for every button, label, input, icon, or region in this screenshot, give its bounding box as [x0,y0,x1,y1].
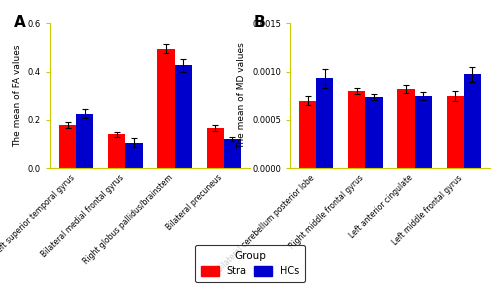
Bar [108,134,126,168]
Bar [464,75,481,168]
Bar [398,89,414,168]
Bar [224,139,241,168]
Legend: Stra, HCs: Stra, HCs [196,245,304,282]
Bar [299,101,316,168]
Bar [414,96,432,168]
Bar [316,78,334,168]
Bar [126,143,142,168]
Y-axis label: The mean of FA values: The mean of FA values [13,44,22,147]
Bar [206,128,224,168]
Bar [348,91,366,168]
Y-axis label: The mean of MD values: The mean of MD values [238,42,246,149]
Bar [76,114,94,168]
Text: B: B [254,14,266,30]
Bar [366,97,382,168]
Text: A: A [14,14,26,30]
Bar [59,125,76,168]
Bar [174,66,192,168]
Bar [446,96,464,168]
Bar [158,49,174,168]
